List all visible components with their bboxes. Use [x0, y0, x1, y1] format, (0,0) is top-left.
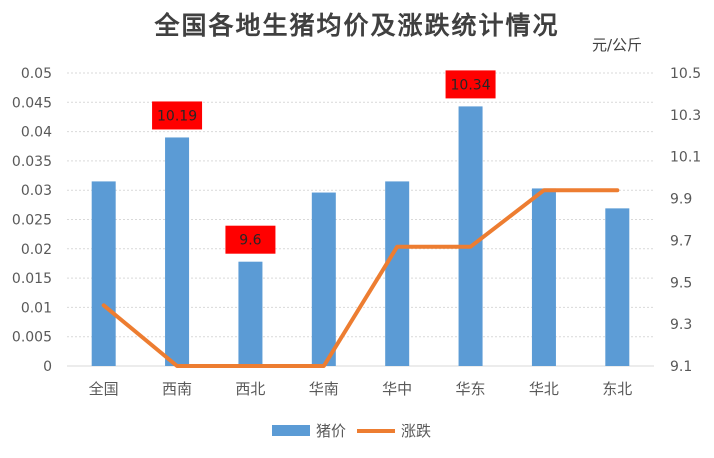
category-label: 华中: [382, 380, 412, 398]
annotation-box: [225, 225, 276, 254]
bar: [238, 261, 263, 366]
gridlines: [67, 72, 654, 338]
bar: [458, 106, 483, 366]
annotation-label: 10.34: [451, 77, 491, 93]
category-labels: 全国 西南 西北 华南 华中 华东 华北 东北: [89, 380, 633, 398]
bar: [165, 137, 190, 366]
left-tick-label: 0.015: [12, 271, 52, 287]
chart-title: 全国各地生猪均价及涨跌统计情况: [153, 11, 559, 40]
left-tick-label: 0: [43, 359, 52, 375]
annotation-label: 10.19: [157, 108, 197, 124]
category-label: 全国: [89, 380, 119, 398]
right-tick-label: 10.3: [670, 108, 701, 124]
bar: [385, 181, 410, 366]
category-label: 西北: [235, 380, 265, 398]
right-tick-label: 9.9: [670, 192, 692, 208]
line-series: [101, 188, 620, 368]
left-tick-label: 0.025: [12, 213, 52, 229]
left-tick-label: 0.045: [12, 95, 52, 111]
left-tick-label: 0.035: [12, 154, 52, 170]
unit-label: 元/公斤: [592, 36, 642, 54]
category-label: 华南: [309, 380, 339, 398]
category-label: 华东: [456, 380, 486, 398]
annotation-box: [445, 70, 496, 99]
bar: [91, 181, 116, 366]
left-axis-ticks: 0 0.005 0.01 0.015 0.02 0.025 0.03 0.035 0.04 0.0…: [12, 66, 52, 375]
right-tick-label: 9.5: [670, 275, 692, 291]
annotation-label: 9.6: [239, 233, 261, 249]
category-label: 东北: [602, 380, 632, 398]
right-tick-label: 9.1: [670, 359, 692, 375]
legend: 猪价 涨跌: [272, 422, 431, 440]
category-label: 华北: [529, 380, 559, 398]
legend-bar-label: 猪价: [316, 422, 346, 440]
bar: [531, 188, 556, 366]
right-tick-label: 10.5: [670, 66, 701, 82]
legend-line-label: 涨跌: [401, 422, 431, 440]
left-tick-label: 0.005: [12, 330, 52, 346]
left-tick-label: 0.01: [21, 300, 52, 316]
series-line: [101, 188, 620, 368]
annotation-box: [152, 101, 203, 130]
category-label: 西南: [162, 380, 192, 398]
annotations: 10.19 9.6 10.34: [152, 70, 496, 254]
left-tick-label: 0.05: [21, 66, 52, 82]
left-tick-label: 0.04: [21, 125, 52, 141]
bar: [311, 192, 336, 366]
bar-series: [91, 106, 630, 366]
left-tick-label: 0.03: [21, 183, 52, 199]
right-axis-ticks: 9.1 9.3 9.5 9.7 9.9 10.1 10.3 10.5: [670, 66, 701, 375]
right-tick-label: 10.1: [670, 150, 701, 166]
right-tick-label: 9.3: [670, 317, 692, 333]
legend-bar-swatch: [272, 425, 310, 436]
right-tick-label: 9.7: [670, 233, 692, 249]
left-tick-label: 0.02: [21, 242, 52, 258]
bar: [605, 208, 630, 366]
